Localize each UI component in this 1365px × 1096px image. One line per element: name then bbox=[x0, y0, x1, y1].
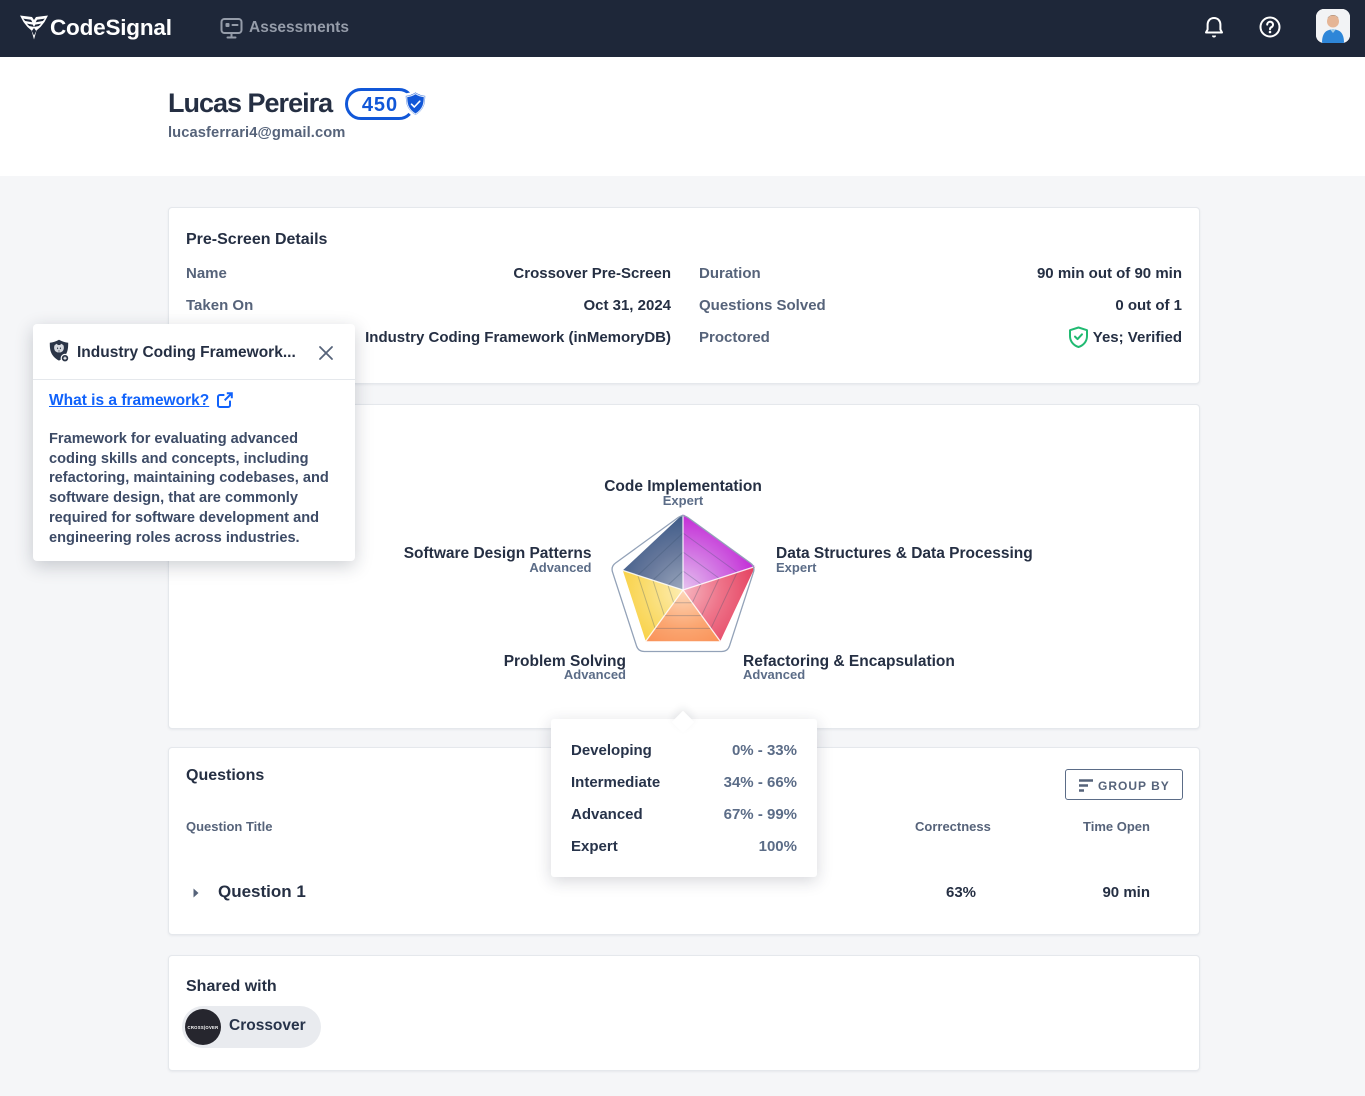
svg-text:CROSS|OVER: CROSS|OVER bbox=[188, 1025, 219, 1030]
